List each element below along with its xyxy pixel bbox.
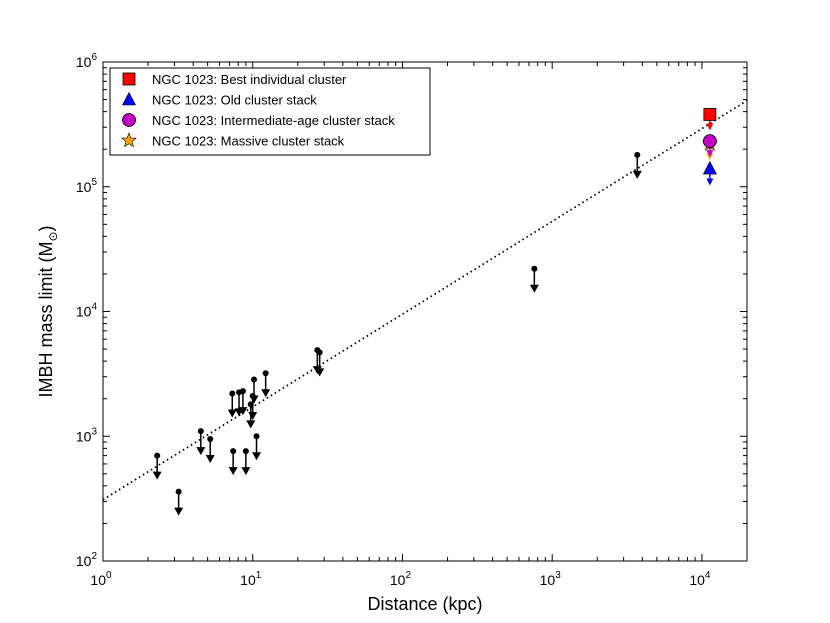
legend-item: NGC 1023: Intermediate-age cluster stack <box>122 113 395 128</box>
y-tick-label: 106 <box>76 52 98 70</box>
upper-limit-point <box>252 433 262 461</box>
upper-limit-point <box>261 370 271 398</box>
y-tick-label: 104 <box>76 302 98 320</box>
legend-marker <box>121 132 137 148</box>
upper-limit-layer <box>152 151 642 516</box>
legend-box <box>109 67 431 156</box>
y-axis-label-close: ) <box>36 225 56 231</box>
legend-label: NGC 1023: Best individual cluster <box>152 72 347 87</box>
legend-marker <box>122 113 136 127</box>
y-tick-label: 102 <box>76 551 98 569</box>
fit-line-layer <box>102 99 748 501</box>
x-tick-label: 100 <box>90 570 112 588</box>
x-axis-label: Distance (kpc) <box>367 594 482 614</box>
legend-label: NGC 1023: Old cluster stack <box>152 93 317 108</box>
legend: NGC 1023: Best individual cluster NGC 102… <box>109 67 431 156</box>
x-tick-label: 103 <box>540 570 562 588</box>
upper-limit-point <box>152 452 162 480</box>
legend-marker <box>122 91 136 106</box>
x-tick-label: 102 <box>390 570 412 588</box>
ngc1023-square-point <box>703 108 717 131</box>
legend-label: NGC 1023: Intermediate-age cluster stack <box>152 113 395 128</box>
legend-item: NGC 1023: Best individual cluster <box>122 72 347 87</box>
y-axis-label-text: IMBH mass limit (M <box>36 242 56 398</box>
ngc1023-circle-point <box>702 134 717 158</box>
upper-limit-point <box>241 448 251 476</box>
upper-limit-point <box>196 428 206 456</box>
upper-limit-point <box>315 349 325 377</box>
ngc1023-triangle-point <box>702 160 717 186</box>
legend-label: NGC 1023: Massive cluster stack <box>152 134 345 149</box>
y-tick-label: 105 <box>76 177 98 195</box>
upper-limit-point <box>238 388 248 416</box>
x-tick-label: 104 <box>689 570 711 588</box>
axis-ticks: 100 101 102 103 104 102 103 104 105 106 <box>76 52 747 588</box>
upper-limit-point <box>529 265 539 293</box>
upper-limit-point <box>205 436 215 464</box>
y-tick-label: 103 <box>76 426 98 444</box>
legend-item: NGC 1023: Massive cluster stack <box>121 132 345 149</box>
upper-limit-point <box>174 488 184 516</box>
legend-item: NGC 1023: Old cluster stack <box>122 91 317 108</box>
upper-limit-point <box>632 151 642 179</box>
fit-line <box>102 99 748 501</box>
y-axis-label-sub: ⊙ <box>46 231 60 241</box>
x-tick-label: 101 <box>240 570 262 588</box>
upper-limit-point <box>249 376 259 404</box>
upper-limit-point <box>227 390 237 418</box>
upper-limit-point <box>228 448 238 476</box>
ngc1023-points-layer <box>701 108 718 186</box>
legend-marker <box>122 72 136 86</box>
y-axis-label: IMBH mass limit (M⊙) <box>36 225 60 397</box>
